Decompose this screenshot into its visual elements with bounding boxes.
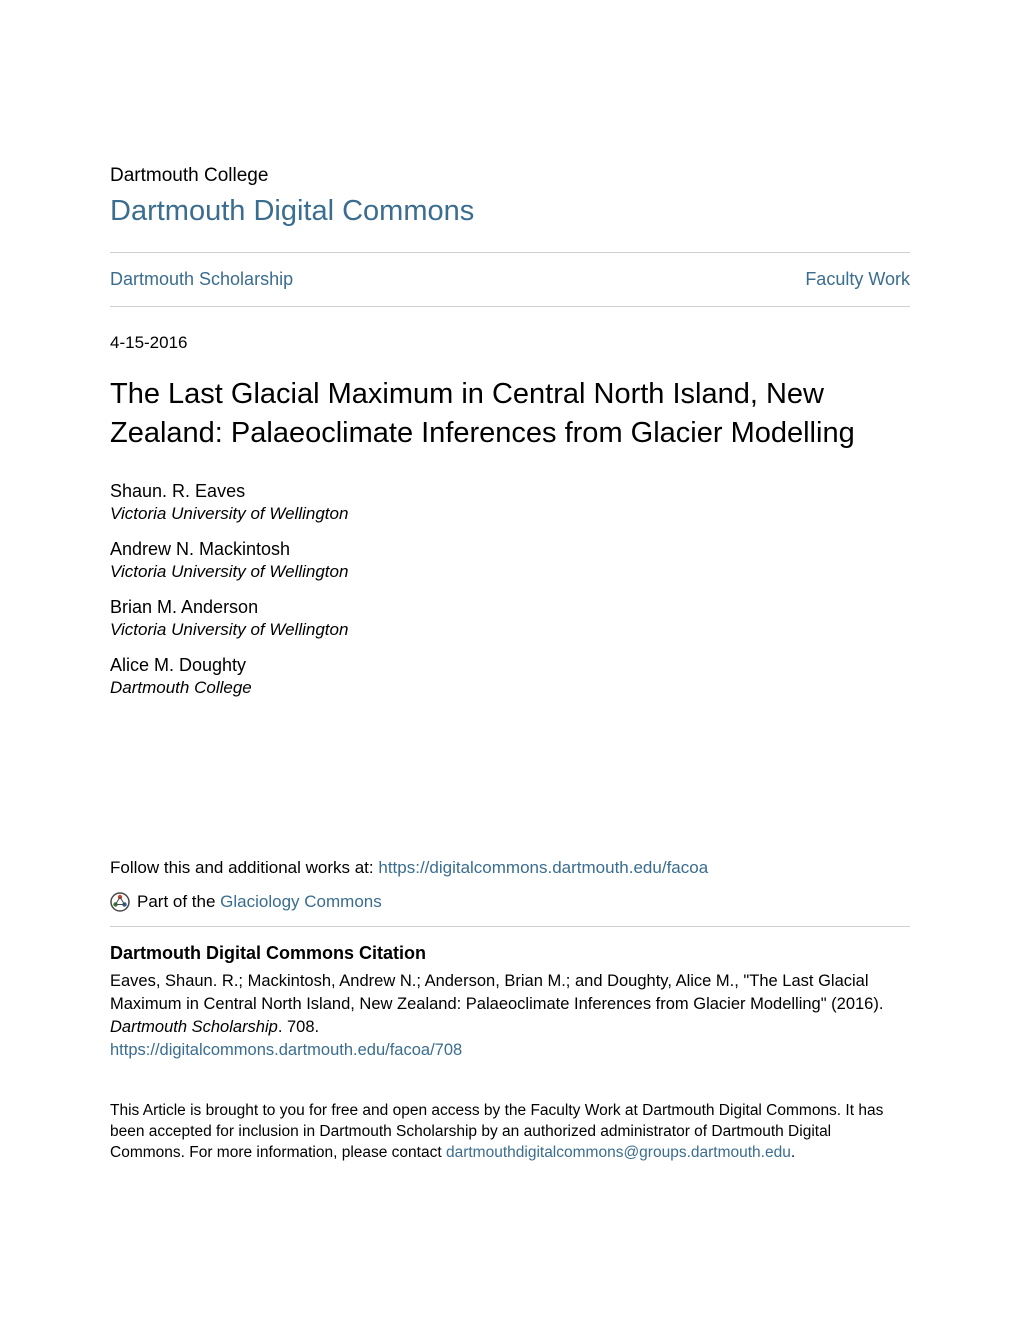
part-of-text: Part of the Glaciology Commons xyxy=(137,892,382,912)
nav-link-faculty-work[interactable]: Faculty Work xyxy=(805,269,910,290)
institution-name: Dartmouth College xyxy=(110,165,910,187)
author-name: Shaun. R. Eaves xyxy=(110,481,910,502)
part-of-prefix: Part of the xyxy=(137,892,220,911)
publication-date: 4-15-2016 xyxy=(110,333,910,353)
author-name: Alice M. Doughty xyxy=(110,655,910,676)
author-block: Shaun. R. Eaves Victoria University of W… xyxy=(110,481,910,524)
author-affiliation: Victoria University of Wellington xyxy=(110,504,910,524)
footer-text: This Article is brought to you for free … xyxy=(110,1101,910,1164)
citation-text: Eaves, Shaun. R.; Mackintosh, Andrew N.;… xyxy=(110,970,910,1061)
citation-heading: Dartmouth Digital Commons Citation xyxy=(110,943,910,964)
network-icon xyxy=(110,892,130,912)
nav-row: Dartmouth Scholarship Faculty Work xyxy=(110,267,910,292)
follow-section: Follow this and additional works at: htt… xyxy=(110,858,910,1164)
commons-link[interactable]: Glaciology Commons xyxy=(220,892,382,911)
author-block: Alice M. Doughty Dartmouth College xyxy=(110,655,910,698)
part-of-row: Part of the Glaciology Commons xyxy=(110,892,910,912)
author-affiliation: Victoria University of Wellington xyxy=(110,620,910,640)
author-block: Andrew N. Mackintosh Victoria University… xyxy=(110,539,910,582)
author-name: Brian M. Anderson xyxy=(110,597,910,618)
citation-series: Dartmouth Scholarship xyxy=(110,1018,278,1036)
follow-text: Follow this and additional works at: htt… xyxy=(110,858,910,878)
author-name: Andrew N. Mackintosh xyxy=(110,539,910,560)
author-affiliation: Victoria University of Wellington xyxy=(110,562,910,582)
follow-prefix: Follow this and additional works at: xyxy=(110,858,378,877)
divider-bottom xyxy=(110,306,910,307)
footer-period: . xyxy=(791,1144,795,1161)
contact-email-link[interactable]: dartmouthdigitalcommons@groups.dartmouth… xyxy=(446,1144,791,1161)
article-title: The Last Glacial Maximum in Central Nort… xyxy=(110,375,910,453)
divider-citation xyxy=(110,926,910,927)
divider-top xyxy=(110,252,910,253)
follow-url-link[interactable]: https://digitalcommons.dartmouth.edu/fac… xyxy=(378,858,708,877)
citation-url-link[interactable]: https://digitalcommons.dartmouth.edu/fac… xyxy=(110,1041,462,1059)
nav-link-scholarship[interactable]: Dartmouth Scholarship xyxy=(110,269,293,290)
repository-name-link[interactable]: Dartmouth Digital Commons xyxy=(110,195,910,228)
citation-body-2: . 708. xyxy=(278,1018,319,1036)
author-block: Brian M. Anderson Victoria University of… xyxy=(110,597,910,640)
citation-body-1: Eaves, Shaun. R.; Mackintosh, Andrew N.;… xyxy=(110,972,883,1013)
author-affiliation: Dartmouth College xyxy=(110,678,910,698)
